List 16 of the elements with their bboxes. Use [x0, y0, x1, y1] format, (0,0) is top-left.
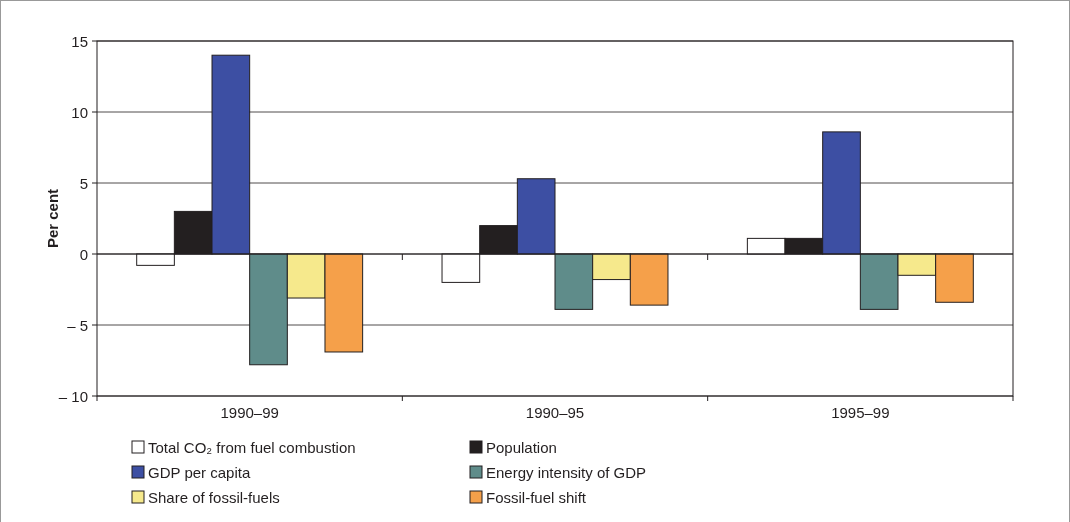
x-tick-label: 1990–95 — [525, 403, 585, 421]
y-axis-title: Per cent — [44, 188, 61, 249]
legend-label: Energy intensity of GDP — [486, 463, 647, 481]
y-tick-label: – 5 — [67, 316, 88, 334]
legend-label: Population — [486, 438, 557, 456]
y-tick-label: 5 — [79, 174, 88, 192]
y-tick-label: 15 — [71, 32, 88, 50]
x-tick-label: 1990–99 — [220, 403, 279, 421]
x-tick-label: 1995–99 — [831, 403, 890, 421]
y-tick-label: 10 — [71, 103, 88, 121]
y-tick-label: – 10 — [58, 387, 88, 405]
legend-label: Share of fossil-fuels — [148, 488, 280, 506]
legend-label: GDP per capita — [148, 463, 251, 481]
legend-label: Fossil-fuel shift — [486, 488, 587, 506]
y-tick-label: 0 — [79, 245, 88, 263]
legend-label: Total CO₂ from fuel combustion — [148, 438, 356, 456]
